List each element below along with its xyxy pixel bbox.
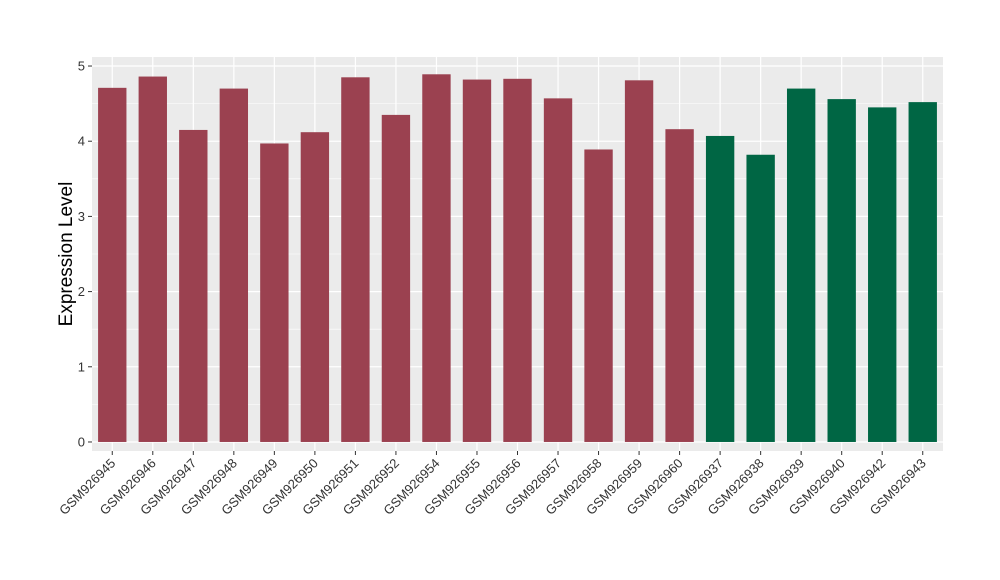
bar (543, 98, 573, 442)
bar (827, 99, 856, 442)
y-axis-title: Expression Level (56, 182, 77, 327)
bar (381, 114, 411, 442)
bar (503, 78, 532, 442)
bar (786, 88, 816, 442)
y-tick-label: 4 (78, 134, 85, 149)
bar (98, 87, 127, 442)
bar (341, 77, 370, 442)
y-axis: 0 1 2 3 4 5 (78, 59, 92, 449)
y-tick-label: 2 (78, 284, 85, 299)
bar (462, 79, 492, 442)
y-tick-label: 0 (78, 434, 85, 449)
y-tick-label: 3 (78, 209, 85, 224)
bars-group (98, 74, 937, 442)
y-tick-label: 1 (78, 359, 85, 374)
bar (584, 149, 613, 442)
bar (300, 132, 330, 442)
x-axis: GSM926945GSM926946GSM926947GSM926948GSM9… (56, 451, 929, 518)
bar (908, 102, 937, 442)
bar (422, 74, 451, 442)
bar (138, 76, 167, 442)
bar (746, 154, 775, 442)
bar (260, 143, 289, 442)
bar (868, 107, 897, 442)
y-tick-label: 5 (78, 59, 85, 74)
bar (219, 88, 249, 442)
bar (179, 129, 208, 442)
bar (624, 80, 654, 442)
bar (665, 129, 694, 442)
bar (705, 135, 735, 442)
